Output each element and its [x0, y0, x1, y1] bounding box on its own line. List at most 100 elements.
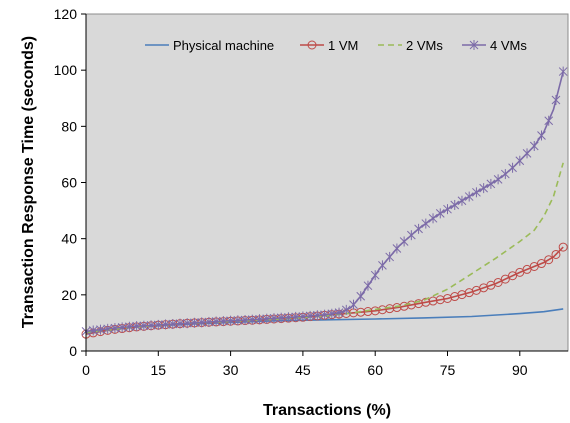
- data-point-marker: [117, 322, 127, 333]
- data-point-marker: [211, 316, 221, 327]
- legend-label: 4 VMs: [490, 38, 527, 53]
- data-point-marker: [240, 314, 250, 325]
- data-point-marker: [233, 315, 243, 326]
- data-point-marker: [435, 295, 445, 305]
- data-point-marker: [132, 321, 141, 332]
- data-point-marker: [493, 277, 503, 287]
- data-point-marker: [457, 195, 467, 206]
- data-point-marker: [479, 183, 489, 194]
- y-tick-label: 60: [61, 175, 77, 191]
- data-point-marker: [182, 318, 192, 329]
- data-point-marker: [139, 320, 149, 331]
- data-point-marker: [551, 249, 561, 259]
- series-line: [85, 162, 564, 334]
- series-layer: [81, 66, 568, 339]
- data-point-marker: [96, 324, 105, 335]
- data-point-marker: [464, 191, 474, 202]
- legend-item: 4 VMs: [462, 38, 527, 53]
- data-point-marker: [103, 323, 113, 334]
- data-point-marker: [421, 218, 431, 229]
- data-point-marker: [385, 251, 395, 262]
- x-tick-label: 15: [151, 362, 167, 378]
- data-point-marker: [262, 313, 272, 324]
- legend-item: 1 VM: [300, 38, 358, 53]
- data-point-marker: [125, 321, 134, 332]
- data-point-marker: [291, 311, 301, 322]
- x-tick-label: 90: [512, 362, 528, 378]
- data-point-marker: [428, 213, 438, 224]
- data-point-marker: [392, 243, 402, 254]
- data-point-marker: [363, 307, 373, 317]
- y-tick-label: 20: [61, 287, 77, 303]
- y-tick-label: 80: [61, 118, 77, 134]
- legend-item: 2 VMs: [378, 38, 443, 53]
- data-point-marker: [435, 208, 445, 219]
- data-point-marker: [544, 115, 554, 126]
- data-point-marker: [298, 311, 308, 322]
- data-point-marker: [406, 230, 416, 241]
- data-point-marker: [284, 312, 293, 323]
- data-point-marker: [88, 325, 98, 336]
- data-point-marker: [168, 319, 178, 330]
- data-point-marker: [486, 178, 496, 189]
- x-tick-label: 60: [367, 362, 383, 378]
- data-point-marker: [421, 297, 431, 307]
- data-point-marker: [204, 316, 214, 327]
- y-tick-label: 100: [54, 62, 78, 78]
- y-tick-label: 40: [61, 231, 77, 247]
- data-point-marker: [515, 155, 525, 166]
- data-point-marker: [508, 271, 518, 281]
- data-point-marker: [493, 174, 503, 185]
- data-point-marker: [255, 314, 264, 325]
- data-point-marker: [341, 304, 351, 315]
- data-point-marker: [414, 223, 423, 234]
- data-point-marker: [197, 317, 207, 328]
- data-point-marker: [327, 308, 337, 319]
- data-point-marker: [500, 169, 510, 180]
- series-4-vms: [81, 66, 568, 337]
- legend: Physical machine 1 VM 2 VMs 4 VMs: [145, 38, 527, 53]
- data-point-marker: [320, 309, 329, 320]
- data-point-marker: [399, 236, 409, 247]
- data-point-marker: [558, 242, 568, 252]
- data-point-marker: [305, 310, 315, 321]
- data-point-marker: [558, 66, 568, 77]
- data-point-marker: [153, 319, 163, 330]
- plot-area: [85, 13, 569, 352]
- data-point-marker: [190, 317, 199, 328]
- x-tick-label: 30: [223, 362, 239, 378]
- data-point-marker: [537, 130, 546, 141]
- data-point-marker: [313, 310, 322, 321]
- data-point-marker: [276, 312, 286, 323]
- y-tick-label: 120: [54, 6, 78, 22]
- legend-label: Physical machine: [173, 38, 274, 53]
- x-tick-label: 45: [295, 362, 311, 378]
- data-point-marker: [161, 319, 170, 330]
- data-point-marker: [378, 260, 387, 271]
- data-point-marker: [110, 323, 120, 334]
- data-point-marker: [370, 270, 380, 281]
- legend-label: 1 VM: [328, 38, 358, 53]
- data-point-marker: [370, 306, 380, 316]
- data-point-marker: [146, 320, 156, 331]
- y-axis-title: Transaction Response Time (seconds): [20, 36, 37, 328]
- data-point-marker: [450, 199, 460, 210]
- legend-item: Physical machine: [145, 38, 274, 53]
- data-point-marker: [414, 299, 424, 309]
- data-point-marker: [349, 299, 358, 310]
- data-point-marker: [529, 140, 539, 151]
- data-point-marker: [226, 315, 235, 326]
- data-point-marker: [536, 259, 546, 269]
- data-point-marker: [551, 95, 561, 106]
- data-point-marker: [522, 148, 532, 159]
- series-2-vms: [85, 162, 564, 334]
- data-point-marker: [472, 187, 481, 198]
- legend-marker: [307, 40, 317, 50]
- data-point-marker: [219, 316, 228, 327]
- legend-marker: [469, 40, 479, 50]
- data-point-marker: [175, 318, 185, 329]
- x-tick-label: 0: [82, 362, 90, 378]
- data-point-marker: [500, 274, 510, 284]
- data-point-marker: [334, 307, 344, 318]
